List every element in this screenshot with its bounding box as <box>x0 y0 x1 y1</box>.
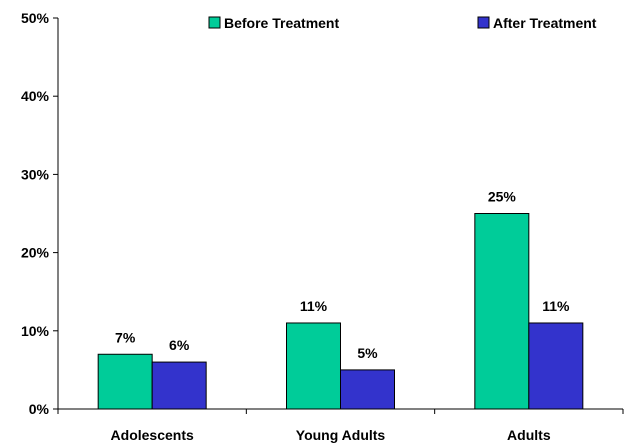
bar <box>474 213 530 410</box>
data-labels: 7% 6% 11% 5% 25% 11% <box>115 189 570 361</box>
y-axis: 0% 10% 20% 30% 40% 50% <box>21 10 59 417</box>
data-label: 5% <box>357 345 378 361</box>
x-category-label: Young Adults <box>296 427 386 443</box>
legend-swatch-after-treatment <box>477 16 490 29</box>
legend: Before Treatment After Treatment <box>208 15 597 31</box>
x-category-label: Adults <box>507 427 551 443</box>
bar <box>151 361 207 410</box>
y-tick-label: 30% <box>21 166 50 182</box>
bar <box>340 369 395 410</box>
bar <box>97 353 153 410</box>
bars <box>97 213 584 410</box>
data-label: 7% <box>115 329 136 345</box>
x-axis: Adolescents Young Adults Adults <box>57 408 624 443</box>
x-category-label: Adolescents <box>111 427 194 443</box>
legend-label-before-treatment: Before Treatment <box>224 15 339 31</box>
y-tick-label: 50% <box>21 10 50 26</box>
data-label: 25% <box>488 189 517 205</box>
data-label: 11% <box>542 298 570 314</box>
y-tick-label: 10% <box>21 323 50 339</box>
data-label: 6% <box>169 337 190 353</box>
y-tick-label: 40% <box>21 88 50 104</box>
data-label: 11% <box>300 298 328 314</box>
bar <box>528 322 584 410</box>
y-tick-label: 20% <box>21 245 50 261</box>
bar <box>286 322 341 410</box>
legend-label-after-treatment: After Treatment <box>493 15 597 31</box>
legend-swatch-before-treatment <box>208 16 221 29</box>
y-tick-label: 0% <box>29 401 50 417</box>
